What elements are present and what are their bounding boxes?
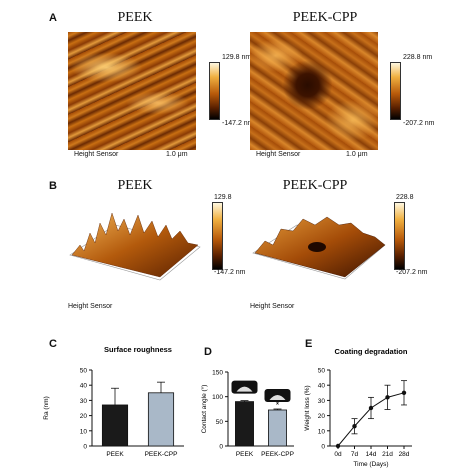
chart-c: Surface roughness 0 10 20 30 40 50 Ra (nm) PEEK P… [43, 345, 184, 458]
chart-title: Surface roughness [104, 345, 172, 354]
bar [101, 404, 129, 447]
afm-image-peek [68, 32, 196, 150]
data-point [335, 443, 341, 449]
y-tick-label: 30 [318, 398, 326, 405]
y-tick-label: 150 [212, 370, 223, 377]
panel-d-label: D [204, 346, 212, 358]
height-sensor-caption: Height Sensor [68, 303, 113, 310]
y-tick-label: 0 [219, 444, 223, 451]
significance-annotation: * [276, 400, 280, 410]
x-tick-label: PEEK-CPP [261, 451, 294, 458]
x-tick-label: 21d [382, 451, 393, 458]
colorbar-min: -207.2 nm [396, 269, 428, 276]
colorbar-max: 228.8 [396, 194, 414, 201]
y-tick-label: 20 [80, 413, 88, 420]
scale-label: 1.0 μm [346, 151, 368, 158]
panel-b-label: B [49, 180, 57, 192]
colorbar-peek-cpp [390, 62, 401, 120]
y-tick-label: 50 [216, 419, 224, 426]
y-tick-label: 50 [318, 368, 326, 375]
panel-c-label: C [49, 338, 57, 350]
y-tick-label: 50 [80, 368, 88, 375]
y-tick-label: 100 [212, 394, 223, 401]
peek-cpp-title-a: PEEK-CPP [292, 10, 358, 25]
y-axis-label: Weight loss (%) [304, 385, 311, 430]
y-tick-label: 10 [80, 428, 88, 435]
peek-title-b: PEEK [117, 178, 153, 193]
colorbar-min: -147.2 nm [222, 120, 254, 127]
colorbar-min: -207.2 nm [403, 120, 435, 127]
x-axis-label: Time (Days) [353, 461, 388, 468]
data-point [368, 405, 374, 411]
colorbar-min: -147.2 nm [214, 269, 246, 276]
droplet-icon [269, 395, 286, 400]
peek-cpp-title-b: PEEK-CPP [282, 178, 348, 193]
scale-label: 1.0 μm [166, 151, 188, 158]
x-tick-label: 14d [366, 451, 377, 458]
bar [268, 409, 287, 447]
panel-e-label: E [305, 338, 313, 350]
colorbar-max: 228.8 nm [403, 54, 433, 61]
x-tick-label: PEEK-CPP [145, 451, 178, 458]
x-tick-label: 0d [334, 451, 342, 458]
colorbar-3d-peek [212, 202, 223, 270]
y-tick-label: 40 [318, 383, 326, 390]
x-tick-label: PEEK [106, 451, 124, 458]
x-tick-label: 28d [399, 451, 410, 458]
afm-image-peek-cpp [250, 32, 378, 150]
height-sensor-caption: Height Sensor [256, 151, 301, 158]
peek-title-a: PEEK [117, 10, 153, 25]
droplet-icon [236, 386, 253, 392]
y-tick-label: 20 [318, 413, 326, 420]
y-axis-label: Ra (nm) [43, 396, 50, 419]
y-tick-label: 0 [321, 444, 325, 451]
x-tick-label: 7d [351, 451, 359, 458]
colorbar-max: 129.8 [214, 194, 232, 201]
data-point [401, 390, 407, 395]
y-tick-label: 30 [80, 398, 88, 405]
y-tick-label: 40 [80, 383, 88, 390]
bar [235, 401, 254, 447]
y-tick-label: 10 [318, 428, 326, 435]
colorbar-max: 129.8 nm [222, 54, 252, 61]
y-axis-label: Contact angle (°) [200, 385, 208, 434]
panel-a-label: A [49, 12, 57, 24]
height-sensor-caption: Height Sensor [250, 303, 295, 310]
colorbar-peek [209, 62, 220, 120]
afm-3d-surface-peek-cpp [252, 216, 386, 280]
chart-d: 0 50 100 150 Contact angle (°) PEEK PEEK-CPP * [200, 370, 294, 458]
afm-3d-surface-peek [69, 212, 201, 281]
chart-title: Coating degradation [335, 347, 408, 356]
chart-e: Coating degradation 0 10 20 30 40 50 Weight los… [304, 347, 412, 468]
x-tick-label: PEEK [236, 451, 254, 458]
data-point [385, 395, 390, 400]
bar [147, 392, 175, 447]
height-sensor-caption: Height Sensor [74, 151, 119, 158]
y-tick-label: 0 [83, 444, 87, 451]
colorbar-3d-peek-cpp [394, 202, 405, 270]
data-point [352, 424, 357, 429]
